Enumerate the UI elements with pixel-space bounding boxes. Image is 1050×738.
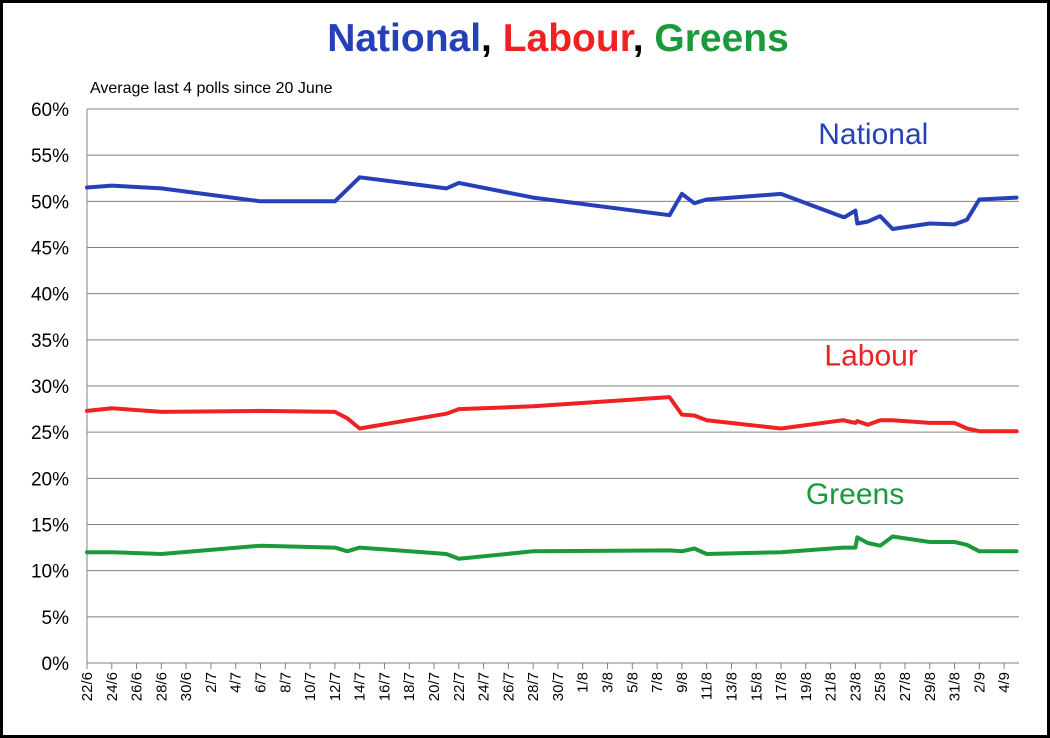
y-tick-label: 10% [31, 562, 69, 583]
x-tick-label: 28/6 [153, 672, 170, 701]
x-tick-label: 10/7 [302, 672, 319, 701]
y-tick-label: 0% [42, 654, 70, 675]
title-separator-1: , [481, 17, 503, 60]
series-line-national [85, 175, 1019, 231]
series-line-labour [85, 395, 1019, 434]
y-tick-label: 20% [31, 469, 69, 490]
x-tick-label: 24/6 [104, 672, 121, 701]
x-tick-label: 7/8 [649, 672, 666, 693]
plot-area: 0% 5% 10% 15% 20% 25% 30% 35% 40% 45% 50% 55% 60% 22/… [31, 100, 1019, 701]
x-tick-label: 14/7 [352, 672, 369, 701]
x-tick-label: 1/8 [575, 672, 592, 693]
x-tick-label: 23/8 [847, 672, 864, 701]
x-tick-label: 17/8 [773, 672, 790, 701]
x-tick-label: 27/8 [897, 672, 914, 701]
chart-subtitle: Average last 4 polls since 20 June [90, 80, 333, 97]
series-label-national: National [818, 118, 928, 151]
x-tick-label: 21/8 [823, 672, 840, 701]
x-tick-label: 12/7 [327, 672, 344, 701]
x-tick-label: 13/8 [723, 672, 740, 701]
y-tick-label: 35% [31, 331, 69, 352]
x-tick-label: 2/9 [971, 672, 988, 693]
y-tick-label: 60% [31, 100, 69, 121]
chart-title: National, Labour, Greens [3, 17, 1047, 61]
y-tick-label: 50% [31, 192, 69, 213]
x-tick-label: 5/8 [624, 672, 641, 693]
series-label-labour: Labour [824, 340, 917, 373]
y-tick-label: 45% [31, 239, 69, 260]
x-tick-label: 24/7 [476, 672, 493, 701]
y-tick-label: 15% [31, 516, 69, 537]
x-tick-label: 30/6 [178, 672, 195, 701]
x-tick-label: 26/7 [500, 672, 517, 701]
x-tick-label: 22/6 [79, 672, 96, 701]
x-tick-label: 3/8 [600, 672, 617, 693]
series-line-greens [85, 534, 1019, 561]
x-tick-label: 9/8 [674, 672, 691, 693]
y-tick-label: 40% [31, 285, 69, 306]
x-tick-label: 4/9 [996, 672, 1013, 693]
x-tick-label: 6/7 [253, 672, 270, 693]
x-tick-label: 15/8 [748, 672, 765, 701]
x-tick-label: 18/7 [401, 672, 418, 701]
y-tick-label: 30% [31, 377, 69, 398]
x-tick-label: 19/8 [798, 672, 815, 701]
y-tick-label: 55% [31, 146, 69, 167]
title-national: National [327, 17, 482, 60]
x-tick-label: 31/8 [947, 672, 964, 701]
series-label-greens: Greens [806, 478, 904, 511]
x-tick-label: 20/7 [426, 672, 443, 701]
x-tick-label: 25/8 [872, 672, 889, 701]
x-tick-label: 28/7 [525, 672, 542, 701]
y-tick-label: 5% [42, 608, 70, 629]
x-tick-label: 22/7 [451, 672, 468, 701]
x-tick-label: 29/8 [922, 672, 939, 701]
title-greens: Greens [654, 17, 789, 60]
x-tick-label: 2/7 [203, 672, 220, 693]
x-tick-label: 11/8 [699, 672, 716, 700]
title-labour: Labour [502, 17, 633, 60]
y-tick-label: 25% [31, 423, 69, 444]
x-tick-label: 30/7 [550, 672, 567, 701]
x-tick-label: 26/6 [129, 672, 146, 701]
x-tick-label: 4/7 [228, 672, 245, 693]
x-tick-label: 8/7 [277, 672, 294, 693]
x-tick-label: 16/7 [376, 672, 393, 701]
title-separator-2: , [632, 17, 655, 60]
